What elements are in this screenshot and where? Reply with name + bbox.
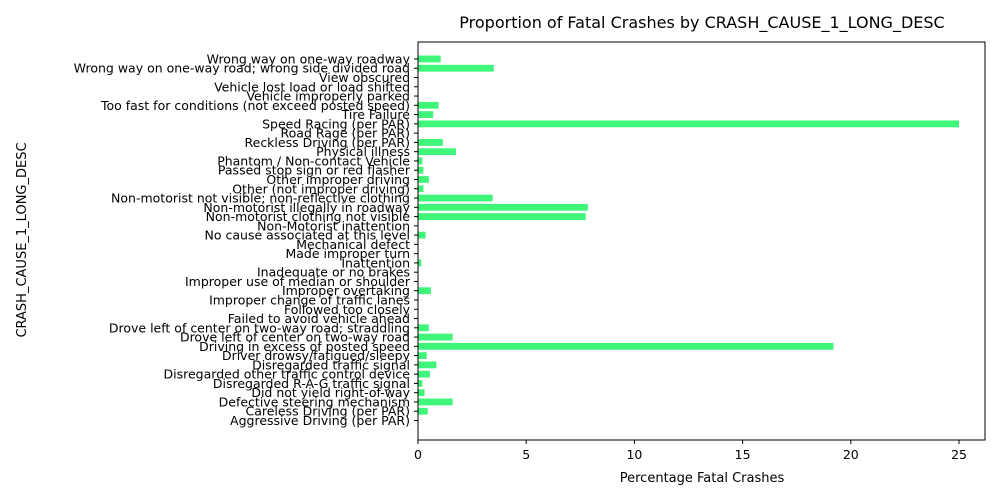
bar — [418, 407, 428, 415]
bar — [418, 342, 834, 350]
bar — [418, 213, 586, 220]
bars-group — [418, 55, 960, 415]
category-label: Careless Driving (per PAR) — [245, 404, 410, 419]
category-labels: Aggressive Driving (per PAR)Careless Dri… — [74, 51, 418, 428]
bar — [418, 139, 443, 146]
category-label: Wrong way on one-way road; wrong side di… — [74, 61, 410, 76]
bar — [418, 120, 960, 128]
category-label: Inadequate or no brakes — [257, 265, 410, 280]
category-label: Improper use of median or shoulder — [185, 274, 411, 289]
x-tick-label: 5 — [522, 447, 530, 462]
bar — [418, 287, 431, 295]
category-label: Improper change of traffic lanes — [209, 292, 410, 307]
x-axis-ticks: 0 5 10 15 20 25 — [414, 440, 967, 462]
category-label: Non-Motorist inattention — [257, 218, 410, 233]
bar — [418, 380, 423, 387]
x-tick-label: 25 — [951, 447, 967, 462]
category-label: Other improper driving — [266, 172, 410, 187]
bar — [418, 101, 439, 109]
category-label: Drove left of center on two-way road; st… — [109, 320, 410, 335]
category-label: Disregarded traffic signal — [252, 357, 410, 372]
bar — [418, 203, 588, 211]
category-label: Passed stop sign or red flasher — [218, 163, 411, 178]
x-tick-label: 15 — [735, 447, 751, 462]
bar — [418, 259, 422, 267]
category-label: Reckless Driving (per PAR) — [245, 135, 411, 150]
bar — [418, 231, 426, 239]
category-label: Too fast for conditions (not exceed post… — [100, 98, 410, 113]
category-label: View obscured — [319, 70, 410, 85]
category-label: Drove left of center on two-way road — [180, 330, 410, 345]
bar — [418, 324, 429, 332]
category-label: Failed to avoid vehicle ahead — [228, 311, 410, 326]
x-axis-label: Percentage Fatal Crashes — [620, 471, 785, 486]
category-label: Inattention — [341, 255, 410, 270]
category-label: No cause associated at this level — [205, 228, 410, 243]
category-label: Improper overtaking — [282, 283, 410, 298]
category-label: Vehicle improperly parked — [246, 89, 410, 104]
category-label: Non-motorist illegally in roadway — [203, 200, 410, 215]
category-label: Driver drowsy/fatigued/sleepy — [222, 348, 411, 363]
category-label: Defective steering mechanism — [219, 394, 410, 409]
chart-title: Proportion of Fatal Crashes by CRASH_CAU… — [459, 13, 944, 33]
category-label: Wrong way on one-way roadway — [207, 51, 411, 66]
category-label: Speed Racing (per PAR) — [262, 116, 410, 131]
bar — [418, 157, 423, 165]
category-label: Followed too closely — [284, 302, 411, 317]
category-label: Non-motorist clothing not visible — [206, 209, 411, 224]
bar — [418, 389, 425, 397]
bar — [418, 194, 493, 202]
x-tick-label: 10 — [626, 447, 642, 462]
category-label: Disregarded R-A-G traffic signal — [213, 376, 410, 391]
bar — [418, 361, 437, 369]
bar — [418, 148, 456, 156]
category-label: Other (not improper driving) — [232, 181, 410, 196]
bar — [418, 333, 453, 341]
category-label: Tire Failure — [341, 107, 411, 122]
category-label: Physical illness — [316, 144, 410, 159]
bar — [418, 185, 424, 193]
bar — [418, 370, 430, 378]
category-label: Disregarded other traffic control device — [164, 367, 411, 382]
category-label: Non-motorist not visible; non-reflective… — [111, 191, 410, 206]
category-label: Mechanical defect — [296, 237, 410, 252]
bar — [418, 166, 424, 174]
category-label: Made improper turn — [285, 246, 410, 261]
x-tick-label: 0 — [414, 447, 422, 462]
category-label: Did not yield right-of-way — [251, 385, 410, 400]
category-label: Driving in excess of posted speed — [199, 339, 410, 354]
bar — [418, 64, 494, 72]
category-label: Vehicle lost load or load shifted — [214, 79, 410, 94]
bar — [418, 398, 453, 406]
category-label: Aggressive Driving (per PAR) — [230, 413, 410, 428]
bar — [418, 352, 427, 360]
bar — [418, 55, 441, 63]
x-tick-label: 20 — [843, 447, 859, 462]
plot-frame — [417, 41, 986, 441]
bar — [418, 176, 429, 183]
y-axis-label: CRASH_CAUSE_1_LONG_DESC — [15, 142, 30, 337]
category-label: Phantom / Non-contact Vehicle — [217, 153, 410, 168]
category-label: Road Rage (per PAR) — [281, 126, 410, 141]
bar — [418, 111, 434, 118]
